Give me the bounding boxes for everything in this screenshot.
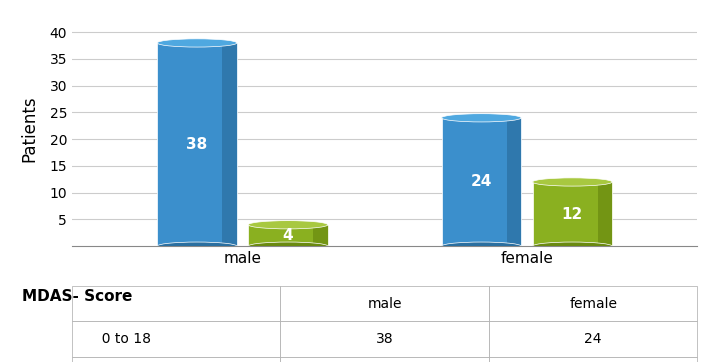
Bar — [441, 118, 521, 246]
Text: 4: 4 — [283, 228, 293, 243]
Bar — [597, 182, 612, 246]
Text: MDAS- Score: MDAS- Score — [22, 289, 132, 303]
Bar — [507, 118, 521, 246]
Text: 12: 12 — [562, 207, 583, 222]
Y-axis label: Patients: Patients — [20, 95, 38, 162]
Ellipse shape — [441, 114, 521, 122]
Bar — [157, 43, 237, 246]
Text: 38: 38 — [186, 137, 208, 152]
Ellipse shape — [248, 221, 328, 229]
Bar — [533, 182, 612, 246]
Ellipse shape — [157, 242, 237, 250]
Bar — [313, 225, 328, 246]
Ellipse shape — [157, 39, 237, 47]
Ellipse shape — [441, 242, 521, 250]
Bar — [222, 43, 237, 246]
Bar — [248, 225, 328, 246]
Ellipse shape — [533, 242, 612, 250]
Ellipse shape — [248, 242, 328, 250]
Text: 24: 24 — [471, 174, 492, 189]
Ellipse shape — [533, 178, 612, 186]
